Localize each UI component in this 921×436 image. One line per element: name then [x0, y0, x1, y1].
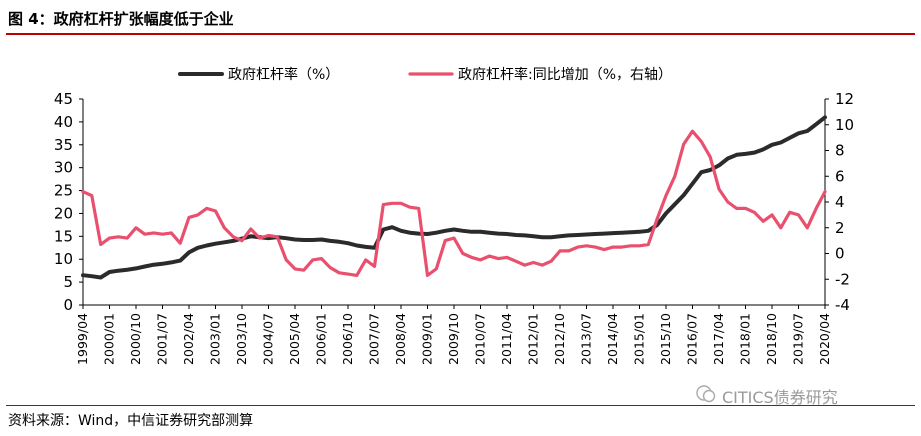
wechat-icon: [696, 385, 716, 403]
x-tick-label: 2013/07: [579, 313, 594, 365]
footer-divider: [6, 405, 915, 406]
x-tick-label: 2003/10: [234, 313, 249, 365]
chart-legend: 政府杠杆率（%） 政府杠杆率:同比增加（%，右轴）: [178, 66, 672, 83]
x-tick-label: 2015/10: [658, 313, 673, 365]
y-right-tick-label: 0: [835, 245, 845, 263]
x-tick-label: 2009/01: [420, 313, 435, 365]
x-tick-label: 2019/07: [791, 313, 806, 365]
x-tick-label: 2006/10: [340, 313, 355, 365]
y-right-tick-label: 10: [835, 116, 854, 134]
y-left-tick-label: 20: [54, 204, 73, 222]
x-tick-label: 2017/04: [711, 313, 726, 365]
y-left-tick-label: 10: [54, 250, 73, 268]
x-tick-label: 2000/01: [102, 313, 117, 365]
legend-label-2: 政府杠杆率:同比增加（%，右轴）: [458, 66, 672, 83]
watermark-text: CITICS债券研究: [722, 388, 838, 407]
y-right-tick-label: 2: [835, 219, 845, 237]
y-right-tick-label: 6: [835, 167, 845, 185]
x-tick-label: 2014/04: [605, 313, 620, 365]
x-tick-label: 2016/07: [685, 313, 700, 365]
x-tick-label: 2007/07: [367, 313, 382, 365]
x-tick-label: 2006/01: [314, 313, 329, 365]
legend-label-1: 政府杠杆率（%）: [228, 66, 339, 83]
y-right-tick-label: 4: [835, 193, 845, 211]
series-line-2: [81, 129, 827, 277]
x-tick-label: 2011/04: [499, 313, 514, 365]
x-tick-label: 2005/04: [287, 313, 302, 365]
x-tick-label: 2010/07: [473, 313, 488, 365]
x-tick-label: 2002/04: [181, 313, 196, 365]
y-right-tick-label: 8: [835, 142, 845, 160]
y-right-tick-label: -4: [835, 296, 850, 314]
chart-axes: 0 5 10 15 20 25 30 35 40 45 -4 -2 0 2 4 6 8 10 12 1999/04 20…: [54, 90, 854, 365]
x-tick-label: 2015/01: [632, 313, 647, 365]
y-left-tick-label: 45: [54, 90, 73, 108]
y-left-tick-label: 0: [63, 296, 73, 314]
x-tick-label: 2018/10: [764, 313, 779, 365]
title-divider: [6, 33, 915, 35]
y-left-tick-label: 30: [54, 159, 73, 177]
y-right-tick-label: -2: [835, 270, 850, 288]
x-tick-label: 2009/10: [446, 313, 461, 365]
y-left-tick-label: 5: [63, 273, 73, 291]
x-tick-label: 2000/10: [128, 313, 143, 365]
x-tick-label: 2008/04: [393, 313, 408, 365]
x-tick-label: 2003/01: [208, 313, 223, 365]
x-tick-label: 2012/01: [526, 313, 541, 365]
x-tick-label: 2001/07: [155, 313, 170, 365]
chart-lines: [81, 115, 827, 280]
figure-title: 图 4：政府杠杆扩张幅度低于企业: [8, 10, 234, 28]
y-left-tick-label: 35: [54, 136, 73, 154]
y-right-tick-label: 12: [835, 90, 854, 108]
source-note: 资料来源：Wind，中信证券研究部测算: [8, 413, 254, 429]
x-tick-label: 2004/07: [261, 313, 276, 365]
x-tick-label: 2018/01: [738, 313, 753, 365]
y-left-tick-label: 25: [54, 182, 73, 200]
series-line-1: [81, 115, 827, 280]
y-left-tick-label: 15: [54, 227, 73, 245]
y-left-tick-label: 40: [54, 113, 73, 131]
x-tick-label: 2020/04: [817, 313, 832, 365]
x-tick-label: 1999/04: [75, 313, 90, 365]
x-tick-label: 2012/10: [552, 313, 567, 365]
